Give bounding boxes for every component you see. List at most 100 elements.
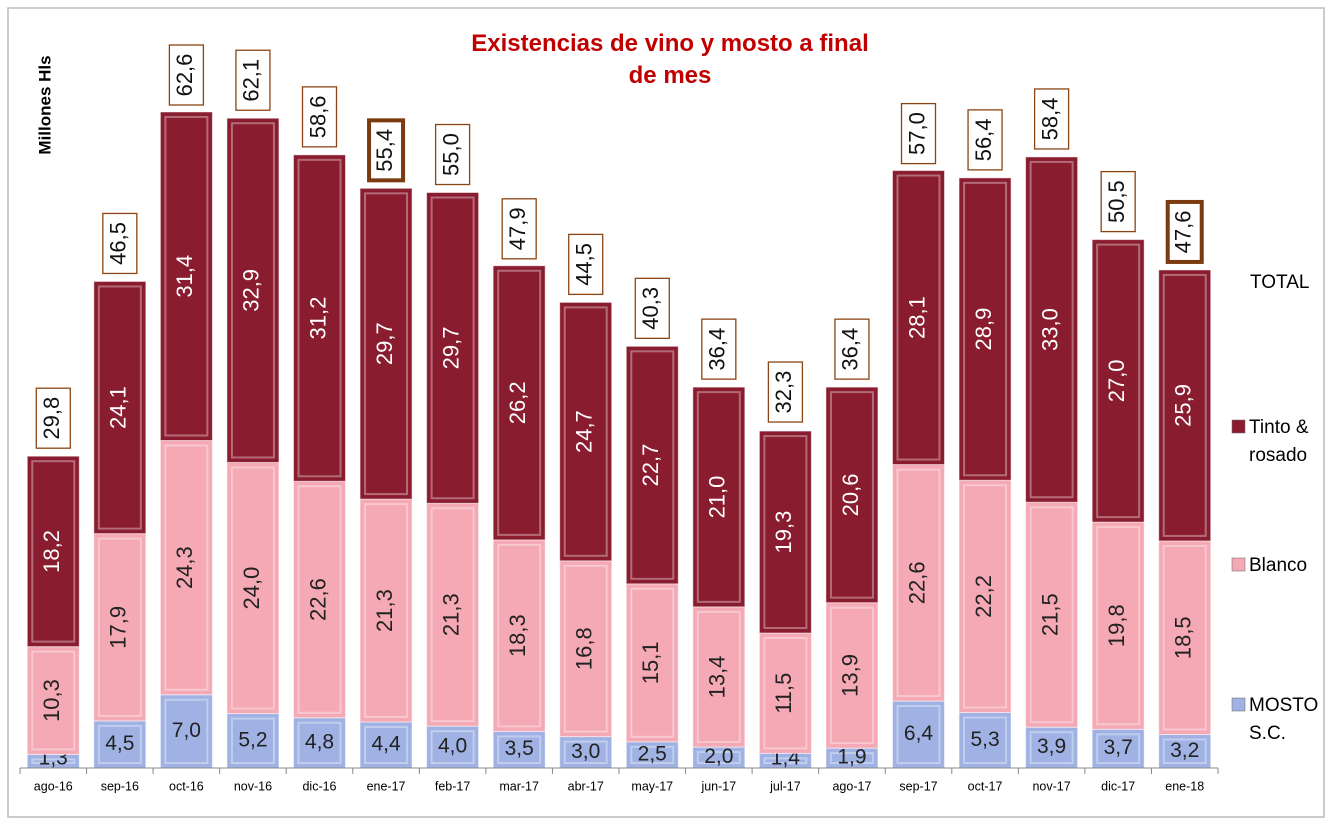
total-label: 47,6 bbox=[1171, 211, 1196, 254]
total-label: 50,5 bbox=[1104, 180, 1129, 223]
bar-bevel bbox=[896, 705, 941, 765]
value-label: 22,2 bbox=[971, 575, 996, 618]
value-label: 31,2 bbox=[305, 297, 330, 340]
bar-bevel bbox=[630, 587, 675, 738]
value-label: 33,0 bbox=[1037, 308, 1062, 351]
bar-segment bbox=[825, 602, 879, 749]
bar-bevel bbox=[563, 306, 608, 557]
bar-bevel bbox=[430, 730, 475, 765]
total-box bbox=[501, 198, 537, 260]
bar-segment bbox=[1158, 734, 1212, 769]
bar-bevel bbox=[829, 752, 874, 765]
total-box bbox=[434, 123, 471, 186]
bar-segment bbox=[359, 498, 413, 723]
value-label: 2,5 bbox=[638, 742, 667, 765]
bar-segment bbox=[93, 280, 147, 535]
bar-segment bbox=[1091, 239, 1145, 523]
bar-segment bbox=[426, 192, 480, 504]
legend-label: Tinto & rosado bbox=[1249, 417, 1309, 466]
total-label: 29,8 bbox=[39, 397, 64, 440]
value-label: 4,5 bbox=[105, 732, 134, 755]
bar-segment bbox=[692, 386, 746, 608]
bar-bevel bbox=[563, 564, 608, 733]
legend-swatch bbox=[1231, 557, 1246, 572]
bar-segment bbox=[226, 117, 280, 463]
total-box bbox=[301, 86, 338, 148]
total-box bbox=[168, 44, 205, 106]
bar-segment bbox=[492, 265, 546, 541]
bar-bevel bbox=[963, 716, 1008, 765]
bar-bevel bbox=[97, 537, 142, 717]
value-label: 24,3 bbox=[172, 546, 197, 589]
total-label: 40,3 bbox=[638, 287, 663, 330]
bar-segment bbox=[426, 725, 480, 769]
value-label: 19,8 bbox=[1104, 604, 1129, 647]
bar-bevel bbox=[297, 721, 342, 765]
bar-segment bbox=[1158, 540, 1212, 736]
bar-bevel bbox=[297, 158, 342, 478]
total-label: 62,1 bbox=[239, 59, 264, 102]
bar-bevel bbox=[1162, 544, 1207, 731]
total-label: 56,4 bbox=[971, 118, 996, 161]
bar-bevel bbox=[1096, 243, 1141, 519]
bar-bevel bbox=[563, 740, 608, 765]
bar-segment bbox=[93, 533, 147, 722]
bar-segment bbox=[359, 187, 413, 500]
bar-bevel bbox=[364, 725, 409, 765]
value-label: 16,8 bbox=[572, 627, 597, 670]
value-label: 21,3 bbox=[372, 589, 397, 632]
total-label: 58,4 bbox=[1037, 98, 1062, 141]
bar-bevel bbox=[164, 444, 209, 691]
total-label: 46,5 bbox=[106, 222, 131, 265]
total-box bbox=[1033, 88, 1070, 150]
bar-bevel bbox=[297, 485, 342, 714]
value-label: 3,9 bbox=[1037, 735, 1066, 758]
value-label: 15,1 bbox=[638, 641, 663, 684]
value-label: 4,0 bbox=[438, 735, 467, 758]
bar-bevel bbox=[1029, 160, 1074, 499]
bar-segment bbox=[293, 154, 346, 482]
bar-bevel bbox=[896, 468, 941, 698]
bar-bevel bbox=[31, 650, 76, 751]
total-label: 32,3 bbox=[771, 371, 796, 414]
bar-segment bbox=[758, 430, 812, 634]
bar-segment bbox=[559, 301, 613, 562]
x-tick-label: dic-16 bbox=[302, 779, 336, 793]
bar-segment bbox=[625, 583, 679, 743]
bar-segment bbox=[825, 386, 879, 604]
legend-total: TOTAL bbox=[1250, 272, 1310, 293]
bar-segment bbox=[1025, 501, 1079, 728]
bar-bevel bbox=[31, 758, 76, 765]
x-tick-label: ene-18 bbox=[1165, 779, 1204, 793]
x-tick-label: feb-17 bbox=[435, 779, 470, 793]
bar-segment bbox=[359, 721, 413, 769]
bar-bevel bbox=[896, 174, 941, 461]
bar-bevel bbox=[1029, 731, 1074, 765]
bar-bevel bbox=[364, 503, 409, 718]
bar-segment bbox=[958, 177, 1012, 481]
bar-segment bbox=[26, 646, 80, 755]
value-label: 31,4 bbox=[172, 255, 197, 298]
bar-segment bbox=[625, 345, 679, 585]
value-label: 22,7 bbox=[638, 444, 663, 487]
total-label: 55,4 bbox=[372, 129, 397, 172]
x-tick-label: sep-17 bbox=[899, 779, 937, 793]
chart-title: Existencias de vino y mosto a final de m… bbox=[471, 30, 869, 89]
bar-segment bbox=[293, 717, 346, 769]
bar-bevel bbox=[1096, 526, 1141, 726]
value-label: 3,7 bbox=[1104, 736, 1133, 759]
value-label: 22,6 bbox=[904, 561, 929, 604]
value-label: 21,3 bbox=[438, 593, 463, 636]
value-label: 22,6 bbox=[305, 578, 330, 621]
value-label: 19,3 bbox=[771, 511, 796, 554]
bar-bevel bbox=[164, 698, 209, 765]
value-label: 32,9 bbox=[239, 269, 264, 312]
total-box bbox=[102, 212, 138, 275]
bar-bevel bbox=[630, 350, 675, 580]
bar-segment bbox=[293, 480, 346, 719]
x-tick-label: jul-17 bbox=[769, 779, 801, 793]
total-label: 36,4 bbox=[705, 328, 730, 371]
bar-bevel bbox=[230, 466, 275, 710]
